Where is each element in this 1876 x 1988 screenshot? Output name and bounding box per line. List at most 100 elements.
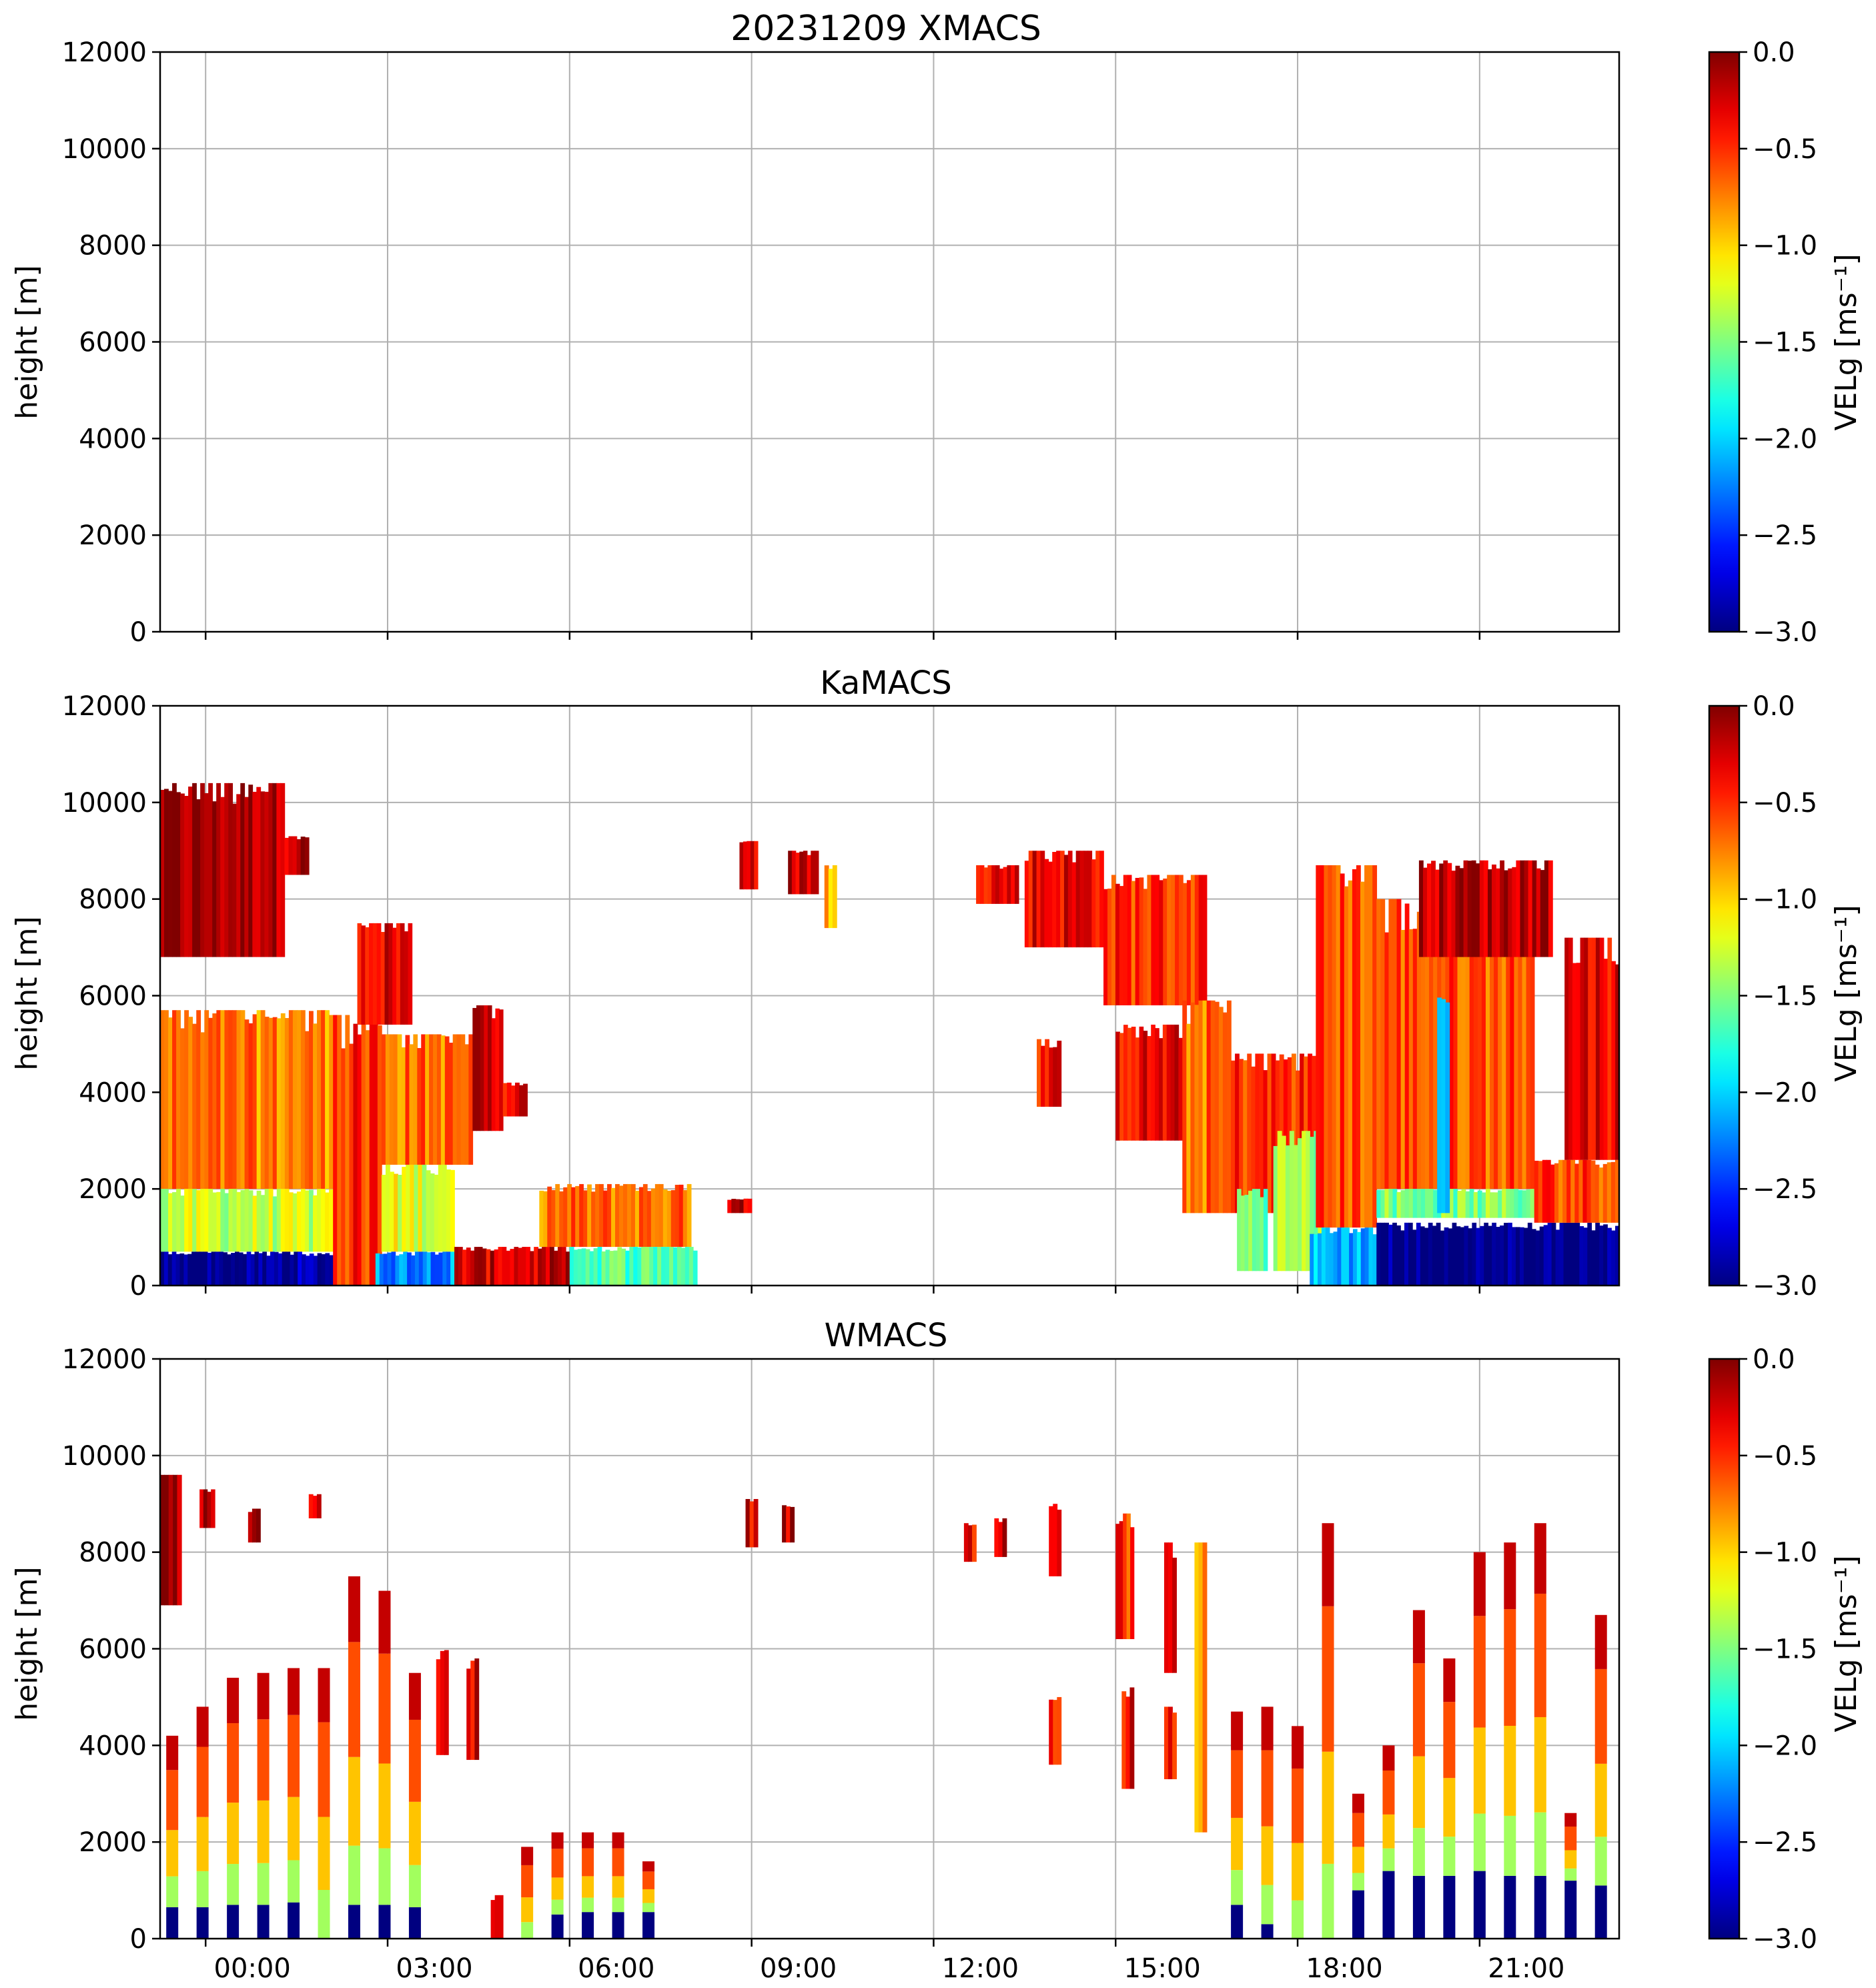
y-tick-label-4: 8000 bbox=[79, 231, 147, 262]
region-31-streak-1 bbox=[1380, 899, 1386, 1189]
region-22-streak-19 bbox=[1179, 875, 1184, 1005]
region-5-streak-1 bbox=[270, 1252, 275, 1286]
region-36-streak-13 bbox=[1586, 1159, 1592, 1223]
colorbar-tick-label-3: −1.5 bbox=[1753, 981, 1817, 1012]
region-4-streak-4 bbox=[175, 1254, 181, 1286]
region-33-streak-25 bbox=[1477, 1190, 1482, 1218]
region-25-streak-6 bbox=[1206, 1000, 1212, 1213]
region-36-streak-17 bbox=[1602, 1163, 1608, 1223]
region-2-streak-32 bbox=[288, 1010, 294, 1189]
region-21-streak-15 bbox=[1083, 851, 1089, 948]
profile-column-20-band-2 bbox=[1412, 1756, 1425, 1829]
region-32-streak-27 bbox=[1528, 860, 1533, 957]
region-29-streak-9 bbox=[1352, 869, 1357, 1228]
region-36-streak-7 bbox=[1562, 1159, 1567, 1223]
region-8-streak-1 bbox=[786, 1506, 791, 1543]
profile-column-4-band-3 bbox=[288, 1714, 300, 1797]
region-33-streak-9 bbox=[1412, 1189, 1418, 1218]
region-34-streak-50 bbox=[1575, 1222, 1580, 1286]
region-6-streak-1 bbox=[337, 1015, 342, 1286]
region-0-streak-3 bbox=[172, 783, 177, 957]
profile-column-26-band-2 bbox=[1594, 1763, 1607, 1837]
region-22-streak-7 bbox=[1131, 881, 1136, 1005]
profile-column-6-band-1 bbox=[348, 1845, 360, 1905]
region-33-streak-30 bbox=[1498, 1190, 1502, 1218]
region-5-streak-6 bbox=[290, 1254, 295, 1286]
y-tick-label-0: 0 bbox=[130, 1271, 147, 1302]
region-31-streak-0 bbox=[1376, 899, 1382, 1189]
region-36-streak-15 bbox=[1594, 1164, 1600, 1223]
region-36-streak-18 bbox=[1606, 1162, 1612, 1223]
region-4-streak-26 bbox=[262, 1252, 267, 1286]
region-22-streak-22 bbox=[1190, 875, 1196, 1005]
region-30-streak-1 bbox=[1314, 1234, 1318, 1286]
region-20-streak-2 bbox=[983, 867, 989, 904]
region-34-streak-43 bbox=[1547, 1222, 1552, 1286]
region-4-streak-7 bbox=[187, 1254, 192, 1286]
region-13-streak-1 bbox=[458, 1247, 463, 1286]
region-34-streak-44 bbox=[1551, 1222, 1556, 1286]
region-6-streak-4 bbox=[349, 1043, 354, 1286]
region-10-streak-5 bbox=[395, 1256, 400, 1286]
region-15-streak-12 bbox=[617, 1247, 622, 1286]
region-4-streak-5 bbox=[179, 1253, 185, 1286]
region-6-streak-3 bbox=[345, 1015, 350, 1286]
region-2-streak-6 bbox=[184, 1010, 189, 1189]
region-2-streak-42 bbox=[329, 1015, 334, 1189]
region-9-streak-17 bbox=[450, 1169, 455, 1252]
region-32-streak-32 bbox=[1548, 860, 1553, 957]
region-9-streak-14 bbox=[438, 1164, 443, 1252]
region-24-streak-16 bbox=[1178, 1037, 1184, 1141]
region-16-streak-0 bbox=[1163, 1706, 1169, 1780]
profile-column-14-band-0 bbox=[1231, 1905, 1244, 1939]
region-13-streak-14 bbox=[510, 1249, 515, 1286]
region-34-streak-40 bbox=[1535, 1230, 1540, 1286]
region-28-streak-3 bbox=[1285, 1145, 1290, 1272]
region-34-streak-31 bbox=[1500, 1225, 1504, 1286]
region-27-streak-2 bbox=[1244, 1195, 1249, 1272]
colorbar-tick-label-5: −2.5 bbox=[1753, 520, 1817, 551]
region-11-streak-4 bbox=[488, 1005, 492, 1131]
region-5-streak-2 bbox=[474, 1658, 480, 1761]
region-34-streak-18 bbox=[1448, 1228, 1453, 1286]
region-2-streak-2 bbox=[256, 1508, 261, 1543]
profile-column-15-band-1 bbox=[1261, 1885, 1274, 1925]
region-33-streak-8 bbox=[1408, 1189, 1414, 1218]
region-34-streak-45 bbox=[1555, 1229, 1560, 1286]
region-16-streak-1 bbox=[743, 841, 748, 890]
region-26-streak-2 bbox=[1239, 1059, 1244, 1213]
region-15-streak-7 bbox=[597, 1247, 602, 1286]
region-37-streak-7 bbox=[1592, 937, 1596, 1160]
region-2-streak-24 bbox=[256, 1010, 262, 1189]
region-37-streak-9 bbox=[1599, 937, 1604, 1160]
region-0-streak-5 bbox=[180, 793, 185, 957]
region-7-streak-4 bbox=[372, 923, 378, 1025]
region-35-streak-0 bbox=[1437, 997, 1442, 1213]
y-tick-label-5: 10000 bbox=[62, 1441, 147, 1472]
region-34-streak-9 bbox=[1412, 1229, 1417, 1286]
region-4-streak-22 bbox=[246, 1252, 252, 1286]
profile-column-15-band-3 bbox=[1261, 1750, 1274, 1827]
region-8-streak-20 bbox=[460, 1034, 466, 1165]
region-13-streak-23 bbox=[546, 1247, 550, 1286]
region-0-streak-1 bbox=[164, 1474, 169, 1606]
region-9-streak-2 bbox=[972, 1524, 977, 1562]
x-tick-label-5: 15:00 bbox=[1124, 1953, 1201, 1984]
region-13-streak-19 bbox=[530, 1251, 534, 1286]
profile-column-16-band-2 bbox=[1292, 1843, 1304, 1901]
region-31-streak-3 bbox=[1388, 899, 1394, 1189]
region-13-streak-22 bbox=[542, 1247, 546, 1286]
x-tick-label-6: 18:00 bbox=[1306, 1953, 1382, 1984]
region-7-streak-8 bbox=[388, 923, 393, 1025]
region-3-streak-4 bbox=[176, 1189, 181, 1252]
region-0-streak-20 bbox=[240, 783, 246, 957]
region-13-streak-1 bbox=[1119, 1521, 1123, 1640]
profile-column-18-band-2 bbox=[1352, 1847, 1364, 1873]
region-32-streak-21 bbox=[1504, 870, 1509, 957]
region-32-streak-5 bbox=[1439, 863, 1444, 957]
region-22-streak-25 bbox=[1202, 875, 1208, 1005]
profile-column-13-band-4 bbox=[642, 1861, 655, 1872]
region-13-streak-5 bbox=[474, 1247, 479, 1286]
region-32-streak-30 bbox=[1540, 870, 1545, 957]
region-15-streak-21 bbox=[653, 1247, 658, 1286]
